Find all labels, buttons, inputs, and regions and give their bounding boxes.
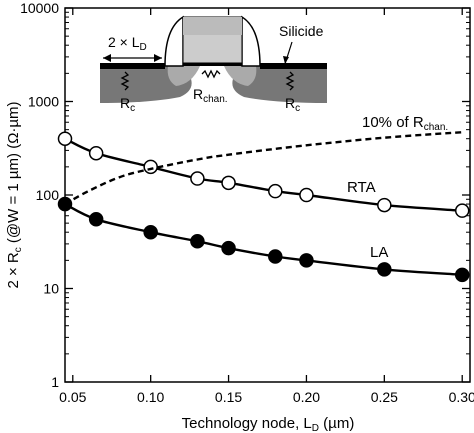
- inset-spacer-right: [241, 15, 261, 67]
- data-point-la: [377, 262, 392, 277]
- data-point-rta: [377, 197, 392, 213]
- x-tick-label: 0.10: [137, 389, 164, 405]
- y-tick-label: 1000: [28, 94, 59, 110]
- series-label-la: LA: [370, 244, 388, 261]
- x-axis-ticks: 0.05 0.10 0.15 0.20 0.25 0.30: [59, 8, 474, 405]
- inset-silicide-pointer-head: [283, 56, 289, 64]
- data-point-rta: [454, 203, 470, 218]
- data-point-rta: [190, 171, 205, 186]
- data-point-rta: [88, 145, 104, 161]
- inset-drain-extension: [224, 66, 257, 86]
- inset-resistor-channel-icon: [201, 69, 221, 79]
- data-point-la: [88, 212, 104, 227]
- series-layer: [57, 131, 470, 283]
- series-label-rta: RTA: [347, 179, 376, 196]
- series-line-rta: [64, 137, 463, 212]
- x-tick-label: 0.20: [293, 389, 320, 405]
- inset-source-extension: [167, 66, 200, 86]
- inset-label-rc-left: Rc: [120, 95, 135, 114]
- data-point-la: [454, 267, 470, 283]
- x-tick-label: 0.05: [59, 389, 86, 405]
- series-label-10pct: 10% of Rchan.: [362, 114, 448, 133]
- data-point-rta: [268, 183, 283, 199]
- data-point-la: [221, 240, 236, 256]
- inset-gate-silicide: [183, 17, 242, 35]
- data-point-la: [299, 253, 314, 268]
- series-line-la: [64, 203, 463, 276]
- series-line-10-of-r: [64, 131, 463, 206]
- inset-resistor-right-icon: [285, 71, 295, 91]
- x-tick-label: 0.30: [449, 389, 474, 405]
- y-tick-label: 100: [36, 187, 60, 203]
- data-point-rta: [299, 187, 314, 203]
- data-point-rta: [221, 175, 236, 191]
- y-axis-ticks: 1 10 100 1000 10000: [20, 0, 470, 390]
- inset-gate-oxide: [183, 63, 242, 66]
- data-point-rta: [57, 131, 73, 146]
- inset-label-silicide: Silicide: [279, 23, 324, 39]
- x-axis-title: Technology node, LD (µm): [182, 415, 355, 433]
- y-tick-label: 1: [51, 374, 59, 390]
- inset-ld-arrowhead-left: [103, 54, 111, 62]
- inset-spacer-left: [164, 15, 184, 67]
- inset-label-ld: 2 × LD: [108, 34, 147, 53]
- inset-silicide-right: [260, 63, 327, 69]
- x-tick-label: 0.15: [215, 389, 242, 405]
- y-tick-label: 10: [43, 281, 59, 297]
- inset-ld-arrowhead-right: [154, 54, 162, 62]
- inset-label-rc-right: Rc: [285, 95, 300, 114]
- data-point-la: [143, 224, 158, 240]
- y-tick-label: 10000: [20, 0, 59, 16]
- data-point-la: [190, 234, 205, 249]
- y-axis-title: 2 × Rc (@W = 1 µm) (Ω·µm): [5, 101, 24, 288]
- inset-resistor-left-icon: [120, 71, 130, 91]
- inset-device-diagram: 2 × LD Silicide Rc Rchan. Rc: [100, 15, 327, 114]
- inset-label-rchan: Rchan.: [193, 86, 228, 105]
- inset-silicide-left: [100, 63, 165, 69]
- data-point-rta: [143, 159, 158, 175]
- inset-drain-well: [232, 66, 327, 103]
- data-point-la: [268, 249, 283, 264]
- x-tick-label: 0.25: [371, 389, 398, 405]
